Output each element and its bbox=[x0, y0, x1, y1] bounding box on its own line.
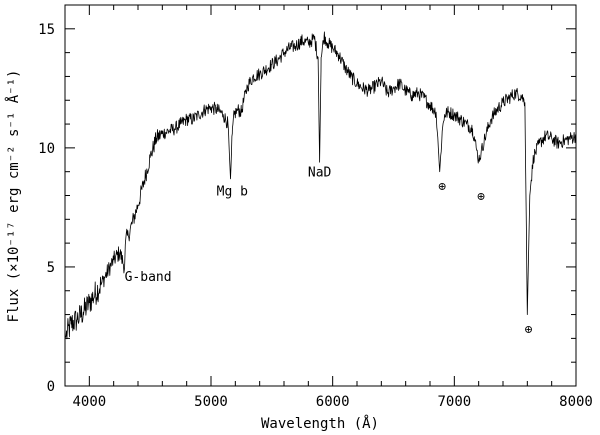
spectrum-line bbox=[64, 31, 577, 340]
x-tick-label: 8000 bbox=[559, 394, 593, 410]
y-axis-label: Flux (×10⁻¹⁷ erg cm⁻² s⁻¹ Å⁻¹) bbox=[5, 70, 22, 323]
telluric-marker: ⊕ bbox=[525, 323, 533, 338]
y-tick-label: 5 bbox=[47, 260, 55, 276]
axis-ticks bbox=[64, 4, 577, 387]
y-tick-label: 10 bbox=[38, 141, 55, 157]
line-label: Mg b bbox=[217, 185, 248, 200]
x-tick-label: 5000 bbox=[194, 394, 228, 410]
telluric-marker: ⊕ bbox=[477, 189, 485, 204]
telluric-marker: ⊕ bbox=[438, 180, 446, 195]
x-tick-label: 6000 bbox=[316, 394, 350, 410]
plot-frame bbox=[64, 4, 577, 387]
x-tick-label: 7000 bbox=[437, 394, 471, 410]
line-annotations: G-band Mg b NaD ⊕ ⊕ ⊕ bbox=[125, 165, 533, 337]
y-tick-label: 15 bbox=[38, 22, 55, 38]
line-label: G-band bbox=[125, 270, 172, 285]
line-label: NaD bbox=[308, 165, 332, 180]
x-axis-label: Wavelength (Å) bbox=[261, 415, 379, 432]
y-tick-label: 0 bbox=[47, 379, 55, 395]
tick-labels: 4000 5000 6000 7000 8000 0 5 10 15 bbox=[38, 22, 593, 410]
x-tick-label: 4000 bbox=[72, 394, 106, 410]
